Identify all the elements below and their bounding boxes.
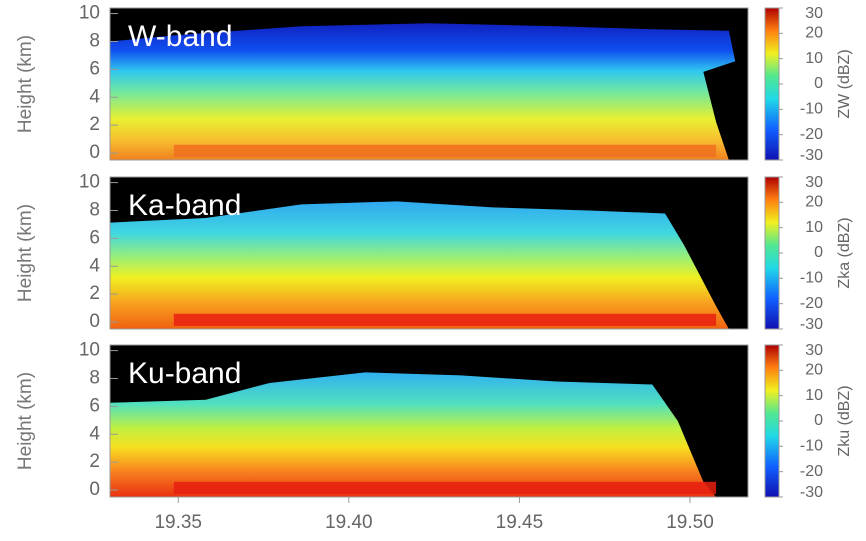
y-axis-label: Height (km)	[15, 372, 36, 470]
reflectivity-field	[110, 372, 717, 497]
colorbar-tick-label: -30	[800, 484, 823, 501]
y-tick-label: 4	[89, 255, 100, 276]
surface-layer	[173, 144, 717, 157]
y-tick-label: 8	[89, 30, 100, 51]
colorbar-tick-label: 20	[805, 194, 823, 211]
y-tick-label: 0	[89, 311, 100, 332]
y-tick-label: 6	[89, 395, 100, 416]
panel-title: W-band	[128, 20, 233, 53]
colorbar-tick-label: -10	[800, 438, 823, 455]
panel-title: Ka-band	[128, 189, 241, 222]
colorbar-tick-label: 0	[814, 412, 823, 429]
y-tick-label: 0	[89, 142, 100, 163]
surface-layer	[173, 313, 717, 326]
colorbar-tick-label: -30	[800, 316, 823, 333]
colorbar-label: Zka (dBZ)	[836, 217, 853, 288]
plot-frame	[109, 344, 749, 498]
colorbar	[764, 7, 780, 161]
colorbar-tick-label: 20	[805, 25, 823, 42]
y-tick-label: 10	[79, 172, 100, 193]
surface-layer	[173, 481, 717, 494]
colorbar-tick-label: 30	[805, 174, 823, 191]
y-tick-label: 2	[89, 451, 100, 472]
colorbar-tick-label: -20	[800, 463, 823, 480]
y-tick-label: 10	[79, 340, 100, 361]
y-tick-label: 2	[89, 114, 100, 135]
colorbar-tick-label: -10	[800, 270, 823, 287]
colorbar-tick-label: -30	[800, 147, 823, 164]
colorbar-tick-label: -10	[800, 101, 823, 118]
colorbar-tick-label: 30	[805, 5, 823, 22]
y-tick-label: 0	[89, 479, 100, 500]
y-tick-label: 8	[89, 199, 100, 220]
colorbar-label: ZW (dBZ)	[836, 49, 853, 118]
panel-title: Ku-band	[128, 357, 241, 390]
y-tick-label: 8	[89, 367, 100, 388]
colorbar-tick-label: 10	[805, 50, 823, 67]
colorbar-tick-label: -20	[800, 295, 823, 312]
colorbar-tick-label: 20	[805, 362, 823, 379]
x-tick-label: 19.50	[666, 512, 714, 533]
colorbar	[764, 176, 780, 330]
colorbar-tick-label: 0	[814, 244, 823, 261]
y-tick-label: 4	[89, 423, 100, 444]
y-tick-label: 10	[79, 3, 100, 24]
colorbar-tick-label: 10	[805, 219, 823, 236]
colorbar-tick-label: 30	[805, 342, 823, 359]
colorbar-tick-label: -20	[800, 126, 823, 143]
y-tick-label: 6	[89, 58, 100, 79]
panel: Ku-band 0 2 4 6 8 10 Height (km) 19.35 19.40 19.45…	[15, 340, 853, 533]
y-tick-label: 6	[89, 227, 100, 248]
reflectivity-field	[110, 23, 736, 161]
x-tick-label: 19.45	[496, 512, 544, 533]
plot-frame	[109, 176, 749, 330]
y-tick-label: 2	[89, 283, 100, 304]
x-tick-label: 19.40	[325, 512, 373, 533]
y-axis-label: Height (km)	[15, 35, 36, 133]
reflectivity-field	[110, 201, 729, 329]
panel: Ka-band 0 2 4 6 8 10 Height (km) 30 20 10 0 -10 -20 -3…	[15, 172, 853, 334]
plot-frame	[109, 7, 749, 161]
colorbar-tick-label: 0	[814, 75, 823, 92]
colorbar-tick-label: 10	[805, 387, 823, 404]
colorbar	[764, 344, 780, 498]
panel: W-band 0 2 4 6 8 10 Height (km) 30 20 10 0 -10 -20 -30…	[15, 3, 853, 165]
x-tick-label: 19.35	[154, 512, 202, 533]
y-tick-label: 4	[89, 86, 100, 107]
y-axis-label: Height (km)	[15, 204, 36, 302]
colorbar-label: Zku (dBZ)	[836, 385, 853, 456]
